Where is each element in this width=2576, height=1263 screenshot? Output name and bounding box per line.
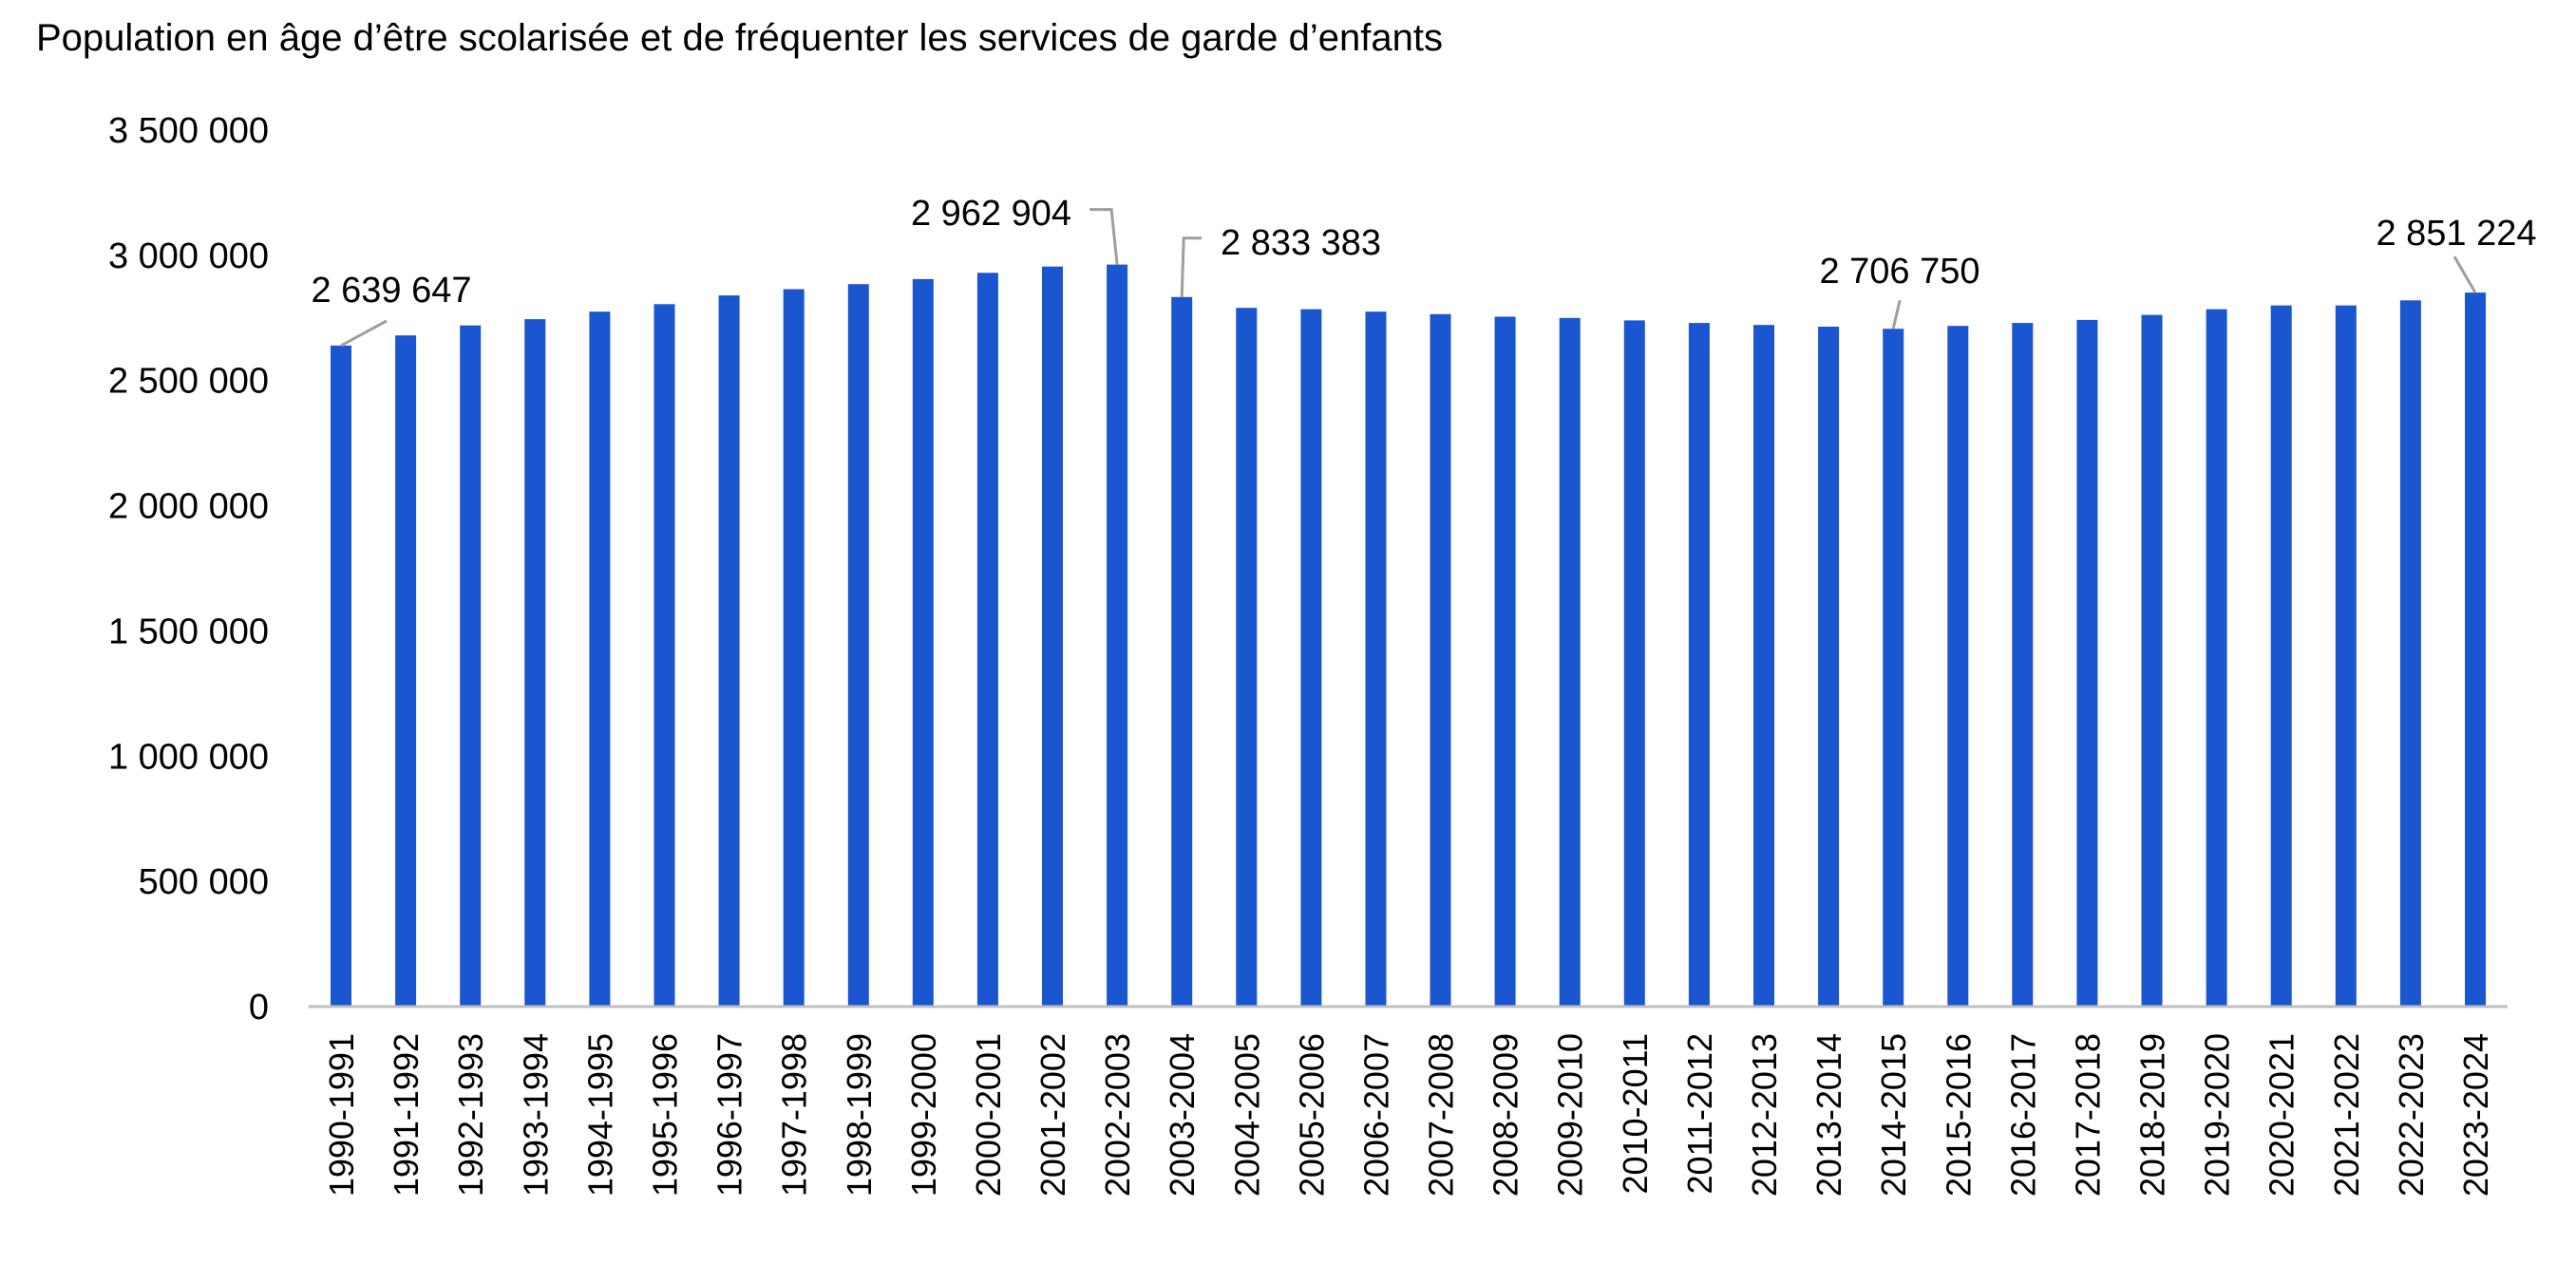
x-tick-label: 2013-2014: [1809, 1033, 1848, 1197]
x-tick-label: 1995-1996: [645, 1033, 684, 1197]
x-tick-label: 2003-2004: [1163, 1033, 1202, 1197]
x-tick-label: 2004-2005: [1227, 1033, 1266, 1197]
x-tick-label: 2015-2016: [1939, 1033, 1978, 1197]
bar: [2012, 323, 2034, 1008]
x-tick-label: 1992-1993: [451, 1033, 490, 1197]
x-tick-label: 2020-2021: [2263, 1033, 2301, 1197]
bar: [1623, 320, 1645, 1007]
x-tick-label: 2019-2020: [2198, 1033, 2237, 1197]
bar: [2270, 305, 2292, 1008]
bar: [1559, 317, 1581, 1007]
x-tick-label: 2023-2024: [2456, 1033, 2495, 1197]
bar: [331, 345, 351, 1007]
bar: [1753, 325, 1774, 1007]
bar: [1107, 264, 1128, 1008]
x-tick-label: 2005-2006: [1292, 1033, 1331, 1197]
bar: [395, 335, 417, 1007]
x-tick-label: 2006-2007: [1356, 1033, 1395, 1197]
x-tick-label: 1994-1995: [580, 1033, 619, 1197]
x-tick-label: 2022-2023: [2392, 1033, 2431, 1197]
x-tick-label: 1990-1991: [322, 1033, 361, 1197]
bar: [1430, 313, 1451, 1007]
y-tick-label: 2 500 000: [108, 362, 269, 402]
x-tick-label: 1991-1992: [387, 1033, 426, 1197]
bar: [2335, 305, 2357, 1008]
chart-title: Population en âge d’être scolarisée et d…: [36, 17, 1443, 59]
bar: [1818, 327, 1840, 1007]
bar: [1171, 296, 1193, 1007]
x-tick-label: 2008-2009: [1487, 1033, 1525, 1197]
bar: [1042, 266, 1063, 1007]
bar: [783, 289, 805, 1007]
x-tick-label: 2002-2003: [1098, 1033, 1137, 1197]
data-label: 2 639 647: [311, 271, 471, 311]
data-labels: 2 639 647 2 962 904 2 833 383 2 706 750 2 85…: [311, 194, 2537, 348]
leader-line: [1089, 208, 1119, 265]
y-tick-label: 3 500 000: [108, 111, 269, 151]
leader-line: [340, 319, 388, 348]
bar: [2399, 300, 2421, 1007]
x-tick-label: 2009-2010: [1551, 1033, 1590, 1197]
x-tick-label: 2001-2002: [1033, 1033, 1072, 1197]
y-tick-label: 3 000 000: [108, 236, 269, 276]
x-tick-label: 2016-2017: [2003, 1033, 2042, 1197]
x-tick-label: 1993-1994: [516, 1033, 555, 1197]
y-tick-label: 1 500 000: [108, 612, 269, 651]
y-tick-label: 500 000: [139, 862, 269, 902]
data-label: 2 962 904: [911, 194, 1071, 234]
bar: [912, 278, 934, 1007]
x-tick-label: 2014-2015: [1874, 1033, 1913, 1197]
x-tick-label: 1999-2000: [904, 1033, 943, 1197]
bar: [847, 284, 869, 1007]
bar: [653, 304, 675, 1007]
data-label: 2 833 383: [1221, 223, 1381, 263]
x-tick-label: 2012-2013: [1745, 1033, 1784, 1197]
bar: [2141, 314, 2163, 1008]
x-tick-label: 1996-1997: [710, 1033, 749, 1197]
bar: [1365, 311, 1387, 1007]
x-tick-label: 2017-2018: [2068, 1033, 2107, 1197]
bar: [1883, 329, 1904, 1007]
data-label: 2 851 224: [2376, 214, 2536, 254]
x-tick-label: 2000-2001: [969, 1033, 1008, 1197]
x-tick-label: 2007-2008: [1422, 1033, 1461, 1197]
x-tick-label: 2021-2022: [2327, 1033, 2366, 1197]
y-axis: 0 500 000 1 000 000 1 500 000 2 000 000 2 500…: [108, 111, 269, 1027]
bar: [2076, 319, 2098, 1007]
y-tick-label: 0: [249, 988, 269, 1027]
x-tick-label: 2010-2011: [1616, 1033, 1655, 1195]
leader-line: [1891, 299, 1902, 330]
bar: [460, 325, 482, 1007]
y-tick-label: 1 000 000: [108, 737, 269, 777]
bar: [976, 273, 998, 1007]
bar: [2465, 292, 2486, 1008]
data-label: 2 706 750: [1819, 252, 1979, 292]
x-tick-label: 2018-2019: [2133, 1033, 2172, 1197]
bar: [524, 319, 546, 1008]
x-axis: 1990-1991 1991-1992 1992-1993 1993-1994 1994…: [322, 1033, 2495, 1197]
bar: [1947, 326, 1969, 1007]
y-tick-label: 2 000 000: [108, 487, 269, 527]
bar: [1494, 316, 1516, 1007]
x-tick-label: 1997-1998: [775, 1033, 814, 1197]
leader-line: [1180, 236, 1203, 297]
bars: [331, 264, 2486, 1008]
bar: [589, 311, 611, 1007]
bar: [1688, 323, 1710, 1008]
leader-line: [2453, 255, 2477, 293]
x-tick-label: 2011-2012: [1680, 1033, 1719, 1195]
bar: [1300, 309, 1322, 1008]
bar: [718, 295, 740, 1008]
bar: [2206, 309, 2227, 1008]
bar: [1236, 308, 1258, 1007]
x-tick-label: 1998-1999: [840, 1033, 879, 1197]
